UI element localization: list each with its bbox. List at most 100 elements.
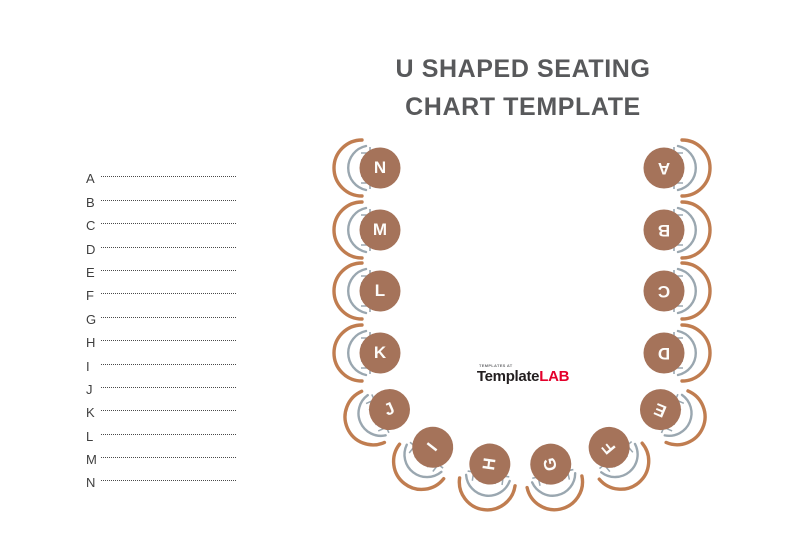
templatelab-watermark: TEMPLATES AT TemplateLAB — [463, 363, 583, 385]
legend-row-blank-line[interactable] — [99, 183, 236, 206]
legend-row: B — [86, 183, 236, 210]
seat-e[interactable]: E — [624, 370, 708, 454]
seat-n[interactable]: N — [332, 126, 416, 210]
legend-row: D — [86, 230, 236, 257]
seat-arm-inner-icon — [464, 473, 511, 497]
seat-arm-outer-icon — [457, 476, 517, 512]
legend-row: K — [86, 394, 236, 420]
legend-row-blank-line[interactable] — [99, 300, 236, 323]
seat-arm-outer-icon — [680, 138, 712, 198]
legend-row-letter: B — [86, 194, 95, 210]
legend-row: N — [86, 464, 236, 490]
legend-row: H — [86, 324, 236, 350]
seat-f[interactable]: F — [571, 410, 655, 494]
watermark-brand-lab: LAB — [539, 368, 570, 385]
seat-body-icon — [359, 270, 401, 312]
watermark-brand: TemplateLAB — [463, 369, 583, 384]
legend-row: E — [86, 254, 236, 280]
watermark-brand-template: Template — [476, 368, 540, 385]
seat-body-icon — [368, 389, 410, 431]
legend-row-letter: F — [86, 288, 94, 304]
legend-row-blank-line[interactable] — [99, 207, 236, 230]
legend-row: G — [86, 300, 236, 327]
seat-body-icon — [412, 426, 454, 468]
seat-arm-outer-icon — [343, 389, 387, 447]
seat-arm-outer-icon — [664, 389, 707, 447]
seat-arm-inner-icon — [676, 329, 697, 377]
seat-arm-inner-icon — [676, 267, 697, 315]
seat-g[interactable]: G — [510, 428, 594, 512]
legend-row-letter: L — [86, 428, 94, 444]
legend-row-blank-line[interactable] — [99, 230, 236, 253]
seat-arm-inner-icon — [676, 206, 697, 254]
legend-row: I — [86, 347, 236, 374]
seat-arm-outer-icon — [680, 200, 712, 260]
seat-h[interactable]: H — [447, 428, 531, 512]
legend-row-blank-line[interactable] — [99, 441, 236, 464]
legend-row-letter: K — [86, 405, 95, 421]
seat-arm-outer-icon — [391, 442, 446, 492]
legend-row-letter: G — [86, 311, 97, 327]
legend-row-letter: A — [86, 171, 95, 187]
legend-row-blank-line[interactable] — [99, 324, 236, 347]
seat-arm-outer-icon — [680, 261, 712, 321]
seat-body-icon — [359, 209, 401, 251]
seat-arm-inner-icon — [600, 442, 639, 479]
legend-row-blank-line[interactable] — [99, 277, 236, 300]
seat-body-icon — [643, 209, 685, 251]
title-line-2: CHART TEMPLATE — [405, 93, 641, 121]
seat-body-icon — [359, 147, 401, 189]
seat-body-icon — [359, 332, 401, 374]
seat-arm-inner-icon — [403, 443, 443, 479]
watermark-tagline: TEMPLATES AT — [479, 363, 513, 368]
seat-arm-inner-icon — [347, 329, 368, 377]
seat-d[interactable]: D — [628, 311, 712, 395]
legend-row-letter: C — [86, 218, 96, 234]
seat-arm-inner-icon — [347, 206, 368, 254]
legend-row-letter: D — [86, 241, 96, 257]
legend-row-letter: I — [86, 358, 90, 374]
seat-arm-outer-icon — [680, 323, 712, 383]
seat-a[interactable]: A — [628, 126, 712, 210]
seat-arm-outer-icon — [332, 261, 364, 321]
legend-row-blank-line[interactable] — [99, 254, 236, 277]
seat-arm-outer-icon — [332, 200, 364, 260]
legend-row-blank-line[interactable] — [99, 464, 236, 487]
legend-row-letter: H — [86, 335, 96, 351]
legend-row-blank-line[interactable] — [99, 347, 236, 370]
seat-arm-outer-icon — [332, 323, 364, 383]
legend-row-letter: M — [86, 452, 97, 468]
legend-row: C — [86, 207, 236, 233]
seat-arm-outer-icon — [597, 441, 651, 491]
legend-row-letter: E — [86, 264, 95, 280]
title-line-1: U SHAPED SEATING — [395, 55, 651, 83]
seat-body-icon — [588, 426, 630, 468]
seat-b[interactable]: B — [628, 188, 712, 272]
seat-j[interactable]: J — [342, 370, 426, 454]
seat-arm-inner-icon — [676, 144, 697, 192]
seat-body-icon — [469, 443, 511, 485]
seat-arm-inner-icon — [663, 393, 693, 437]
seat-arm-inner-icon — [357, 393, 387, 438]
seat-body-icon — [643, 270, 685, 312]
seat-arm-inner-icon — [347, 144, 368, 192]
legend-row-blank-line[interactable] — [99, 371, 236, 394]
seat-i[interactable]: I — [387, 410, 471, 494]
legend-row-blank-line[interactable] — [99, 417, 236, 440]
seat-body-icon — [530, 443, 572, 485]
seat-arm-inner-icon — [530, 472, 577, 497]
seat-body-icon — [643, 147, 685, 189]
seat-arm-outer-icon — [525, 474, 585, 512]
seat-c[interactable]: C — [628, 249, 712, 333]
legend-row-letter: N — [86, 475, 96, 491]
seat-body-icon — [643, 332, 685, 374]
legend-row-blank-line[interactable] — [99, 394, 236, 417]
seat-body-icon — [639, 389, 681, 431]
seat-arm-outer-icon — [332, 138, 364, 198]
legend-row: L — [86, 417, 236, 444]
seat-arm-inner-icon — [347, 267, 368, 315]
legend-row: J — [86, 371, 236, 397]
legend-row-blank-line[interactable] — [99, 160, 236, 183]
